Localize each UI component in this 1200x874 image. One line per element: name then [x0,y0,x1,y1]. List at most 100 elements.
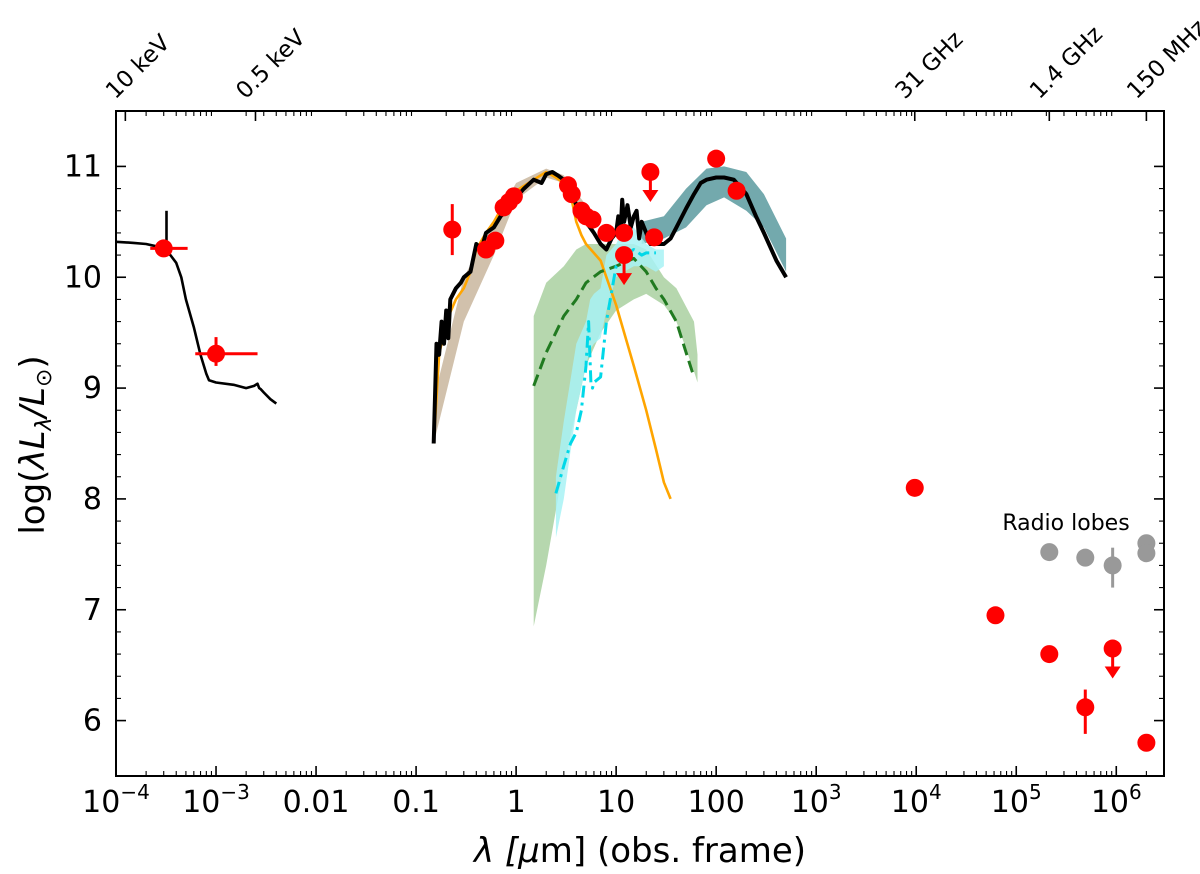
x-tick-label: 100 [688,785,745,820]
radio-lobe-point [1076,548,1095,567]
x-tick-label: 1 [507,785,526,820]
top-axis-label: 150 MHz [1122,15,1200,104]
y-axis-label: log(λLλ/L⊙) [13,355,57,534]
top-axis-label: 0.5 keV [231,25,311,105]
top-axis-label: 10 keV [101,30,175,104]
x-tick-label-exponent: 5 [1029,780,1042,804]
x-tick-label: 10 [597,785,635,820]
marker [1103,639,1122,658]
x-tick-label-exponent: 6 [1129,780,1142,804]
upper-limit-arrow [1104,666,1121,679]
top-axis-label: 1.4 GHz [1025,21,1108,104]
upper-limit-arrow [642,189,659,202]
marker [727,181,746,200]
sed-point [583,210,602,229]
plot-frame [115,110,1165,777]
radio-core-point [986,606,1005,625]
marker [1076,698,1095,717]
x-tick-label: 0.1 [392,785,440,820]
radio-lobes-annotation: Radio lobes [1002,511,1129,536]
marker [986,606,1005,625]
sed-point [504,187,523,206]
data-points [150,149,1156,752]
torus-component [532,256,696,387]
sed-point [615,223,634,242]
sed-point [597,223,616,242]
radio-lobe-point [1040,543,1059,562]
axis-ticks [115,111,1165,776]
axis-tick-labels: 10−4 10−3 0.01 0.1 1 10 100 103 104 105 1066789101… [64,15,1200,820]
xray-point [150,239,188,258]
marker [583,210,602,229]
x-tick-label-exponent: 3 [829,780,842,804]
total-model-band [433,168,586,444]
xray-point [195,337,258,366]
x-tick-label-base: 10 [791,785,829,820]
y-tick-label: 6 [83,704,102,739]
xray-model [116,240,278,405]
radio-core-point [1076,689,1095,734]
radio-core-point [1137,733,1156,752]
marker [645,228,664,247]
sed-point [707,149,726,168]
x-tick-label: 103 [791,780,842,820]
x-tick-label: 10−4 [82,780,150,820]
x-tick-label-base: 10 [82,785,120,820]
x-tick-label: 10−3 [182,780,250,820]
radio-core-point [905,478,924,497]
far-ir-model-band [641,166,787,272]
y-tick-label: 8 [83,482,102,517]
marker [615,223,634,242]
x-axis-label: λ [μm] (obs. frame) [472,831,806,871]
radio-lobe-point [1103,547,1122,588]
x-tick-label-base: 10 [182,785,220,820]
marker [1076,548,1095,567]
marker [1103,556,1122,575]
marker [443,220,462,239]
marker [641,162,660,181]
sed-point [486,231,505,250]
radio-core-point [1040,645,1059,664]
upper-limit-arrow [616,273,633,286]
x-tick-label-base: 10 [1091,785,1129,820]
marker [615,246,634,265]
y-tick-label: 11 [64,149,102,184]
marker [1137,733,1156,752]
marker [486,231,505,250]
sed-point [562,185,581,204]
torus-band [533,244,698,627]
x-tick-label: 0.01 [283,785,350,820]
x-tick-label-base: 10 [891,785,929,820]
x-tick-label: 105 [991,780,1042,820]
marker [1137,544,1156,563]
y-tick-label: 9 [83,371,102,406]
sed-point [727,181,746,200]
sed-point [615,246,634,286]
marker [1040,645,1059,664]
marker [154,239,173,258]
x-tick-label: 104 [891,780,942,820]
y-tick-label: 10 [64,260,102,295]
sed-point [443,204,462,256]
marker [504,187,523,206]
x-tick-label-exponent: 4 [929,780,942,804]
x-tick-label: 106 [1091,780,1142,820]
x-tick-label-exponent: −4 [120,780,149,804]
radio-core-point [1103,639,1122,679]
sed-point [641,162,660,202]
marker [562,185,581,204]
total-model [431,170,788,444]
radio-lobe-point [1137,544,1156,563]
sed-point [645,228,664,247]
marker [707,149,726,168]
marker [905,478,924,497]
marker [207,344,226,363]
stellar-component [432,170,672,500]
marker [1040,543,1059,562]
marker [597,223,616,242]
y-tick-label: 7 [83,593,102,628]
top-axis-label: 31 GHz [891,27,969,105]
x-tick-label-base: 10 [991,785,1029,820]
x-tick-label-exponent: −3 [220,780,249,804]
